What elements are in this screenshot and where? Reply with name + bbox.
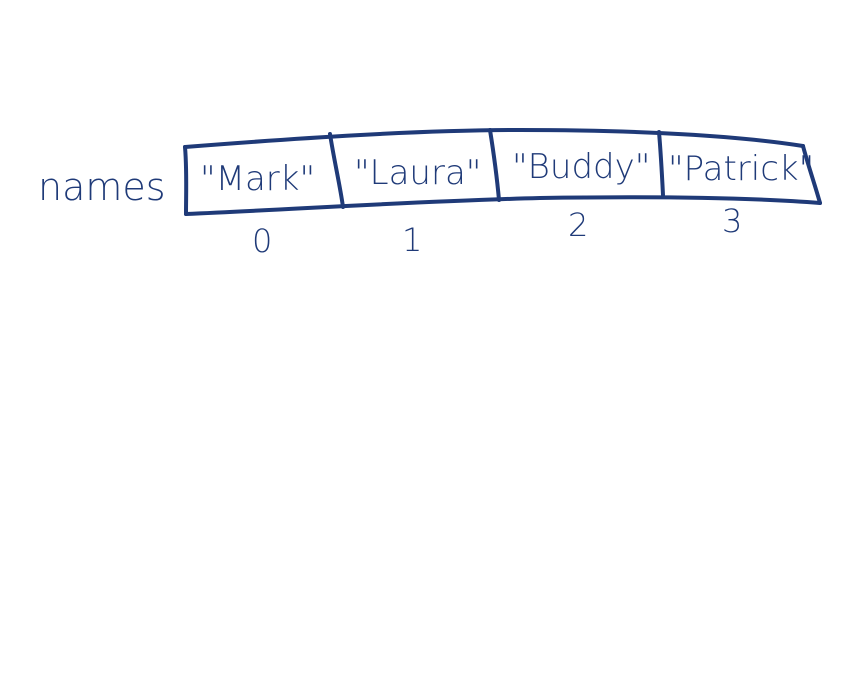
array-bottom-edge [184, 195, 822, 216]
array-index-label: 1 [402, 221, 422, 259]
cell-divider [657, 130, 665, 197]
array-index-label: 0 [252, 222, 272, 260]
array-cell-value: "Buddy" [512, 147, 650, 187]
array-cell-value: "Patrick" [668, 149, 814, 189]
array-cell-value: "Mark" [200, 159, 315, 199]
cell-divider [328, 132, 345, 209]
variable-name-label: names [38, 165, 166, 209]
cell-dividers [328, 128, 665, 209]
array-indices: 0 1 2 3 [252, 202, 742, 260]
array-cell-value: "Laura" [354, 153, 481, 193]
array-box [183, 128, 822, 216]
array-right-edge [801, 144, 822, 205]
cell-divider [488, 128, 501, 202]
array-index-label: 2 [568, 206, 588, 244]
array-index-label: 3 [722, 202, 742, 240]
array-cells: "Mark" "Laura" "Buddy" "Patrick" [200, 147, 814, 199]
array-left-edge [183, 145, 189, 216]
array-top-edge [183, 128, 805, 149]
